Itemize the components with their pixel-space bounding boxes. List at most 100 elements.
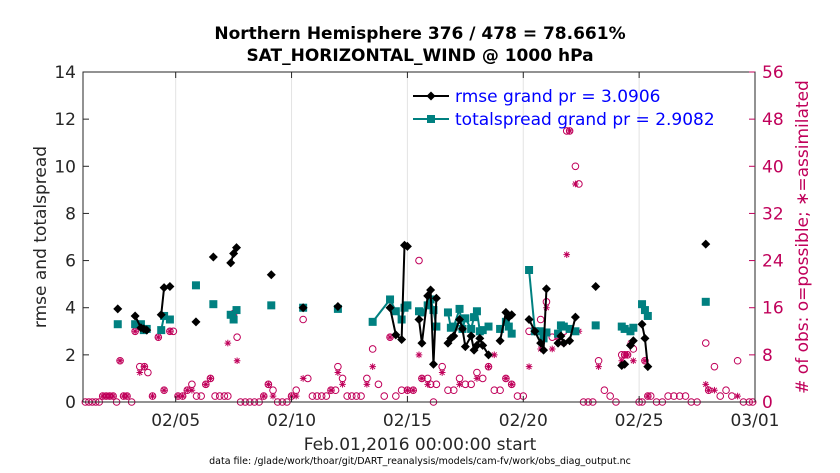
obs-possible-marker <box>233 333 241 341</box>
obs-assimilated-marker <box>233 357 241 365</box>
obs-possible-marker <box>224 392 232 400</box>
plot-frame <box>82 71 756 403</box>
obs-assimilated-marker <box>644 392 652 400</box>
y2-tick-label: 8 <box>762 346 773 366</box>
obs-possible-marker <box>571 162 580 171</box>
totalspread-point <box>113 320 122 329</box>
totalspread-point <box>467 324 476 333</box>
obs-assimilated-marker <box>702 381 710 388</box>
rmse-point <box>165 282 175 291</box>
obs-assimilated-marker <box>563 251 571 258</box>
rmse-point <box>495 336 505 346</box>
obs-possible-marker <box>380 392 389 400</box>
rmse-point <box>536 338 546 348</box>
obs-assimilated-marker <box>734 392 741 400</box>
rmse-point <box>130 311 140 321</box>
y-tick-label: 12 <box>54 110 76 130</box>
obs-assimilated-marker <box>179 392 186 400</box>
totalspread-point <box>443 308 452 317</box>
obs-assimilated-marker <box>224 339 232 347</box>
obs-assimilated-marker <box>334 369 342 376</box>
obs-possible-marker <box>513 392 522 400</box>
x-tick-label: 02/10 <box>267 411 316 431</box>
obs-assimilated-marker <box>102 392 110 400</box>
obs-possible-marker <box>716 392 725 400</box>
obs-assimilated-marker <box>595 363 602 370</box>
totalspread-point <box>629 323 638 332</box>
legend-spread-marker <box>427 115 435 123</box>
rmse-point <box>402 241 412 251</box>
obs-assimilated-marker <box>292 392 300 400</box>
totalspread-point <box>131 320 140 329</box>
rmse-point <box>426 285 436 295</box>
left-axis-ticks: 0 2 4 6 8 10 12 14 <box>54 63 89 413</box>
obs-assimilated-marker <box>630 357 637 365</box>
obs-assimilated-marker <box>404 386 411 394</box>
rmse-point <box>628 336 638 346</box>
obs-assimilated-marker <box>166 327 174 335</box>
y2-tick-label: 16 <box>762 299 784 319</box>
y-tick-label: 4 <box>65 299 76 319</box>
obs-assimilated-marker <box>131 327 139 335</box>
totalspread-point <box>449 322 458 331</box>
rmse-series <box>113 239 711 372</box>
y-tick-label: 14 <box>54 63 76 83</box>
obs-assimilated-marker <box>473 375 481 382</box>
obs-possible-marker <box>299 315 307 324</box>
obs-assimilated-marker <box>265 381 272 388</box>
rmse-point <box>570 312 580 322</box>
obs-assimilated-marker <box>299 375 307 382</box>
totalspread-point <box>554 329 563 338</box>
obs-assimilated-marker <box>260 392 268 400</box>
rmse-point <box>478 340 488 350</box>
x-axis-label: Feb.01,2016 00:00:00 start <box>304 435 537 455</box>
obs-assimilated-marker <box>369 363 376 370</box>
rmse-point <box>460 342 470 352</box>
totalspread-point <box>496 324 505 333</box>
obs-possible-marker <box>490 386 499 395</box>
obs-assimilated-marker <box>572 180 579 188</box>
obs-possible-marker <box>496 386 504 395</box>
obs-possible-marker <box>215 392 224 400</box>
obs-assimilated-marker <box>327 386 335 394</box>
legend-rmse-marker <box>426 91 436 101</box>
rmse-point <box>113 304 123 314</box>
obs-possible-marker <box>536 315 545 324</box>
y2-tick-label: 0 <box>762 393 773 413</box>
totalspread-point <box>638 300 647 309</box>
totalspread-point <box>501 317 510 326</box>
rmse-point <box>472 340 482 350</box>
totalspread-point <box>432 322 441 331</box>
obs-assimilated-marker <box>705 386 712 394</box>
obs-assimilated-marker <box>136 369 144 376</box>
totalspread-point <box>620 324 629 333</box>
rmse-point <box>191 317 201 327</box>
rmse-point <box>475 333 485 343</box>
rmse-point <box>484 350 494 360</box>
obs-possible-marker <box>467 380 475 389</box>
rmse-point <box>156 310 166 320</box>
legend-spread-label: totalspread grand pr = 2.9082 <box>455 110 715 130</box>
totalspread-point <box>165 315 174 324</box>
obs-possible-marker <box>211 392 219 400</box>
rmse-point <box>591 282 601 291</box>
obs-possible-marker <box>701 339 710 347</box>
rmse-point <box>266 270 276 280</box>
obs-assimilated-marker <box>566 127 573 135</box>
rmse-point <box>530 326 540 336</box>
rmse-point <box>298 303 308 313</box>
obs-assimilated-marker <box>149 392 156 400</box>
x-tick-label: 02/25 <box>615 411 664 431</box>
totalspread-point <box>417 308 426 317</box>
obs-possible-marker <box>374 380 383 389</box>
rmse-point <box>159 283 169 293</box>
totalspread-point <box>484 322 493 331</box>
totalspread-point <box>368 317 377 326</box>
obs-possible-marker <box>197 392 205 400</box>
totalspread-point <box>461 314 470 323</box>
obs-possible-marker <box>722 386 730 395</box>
rmse-point <box>428 359 438 369</box>
obs-count-markers <box>81 127 757 406</box>
rmse-point <box>385 303 395 313</box>
legend-rmse-label: rmse grand pr = 3.0906 <box>455 87 660 107</box>
